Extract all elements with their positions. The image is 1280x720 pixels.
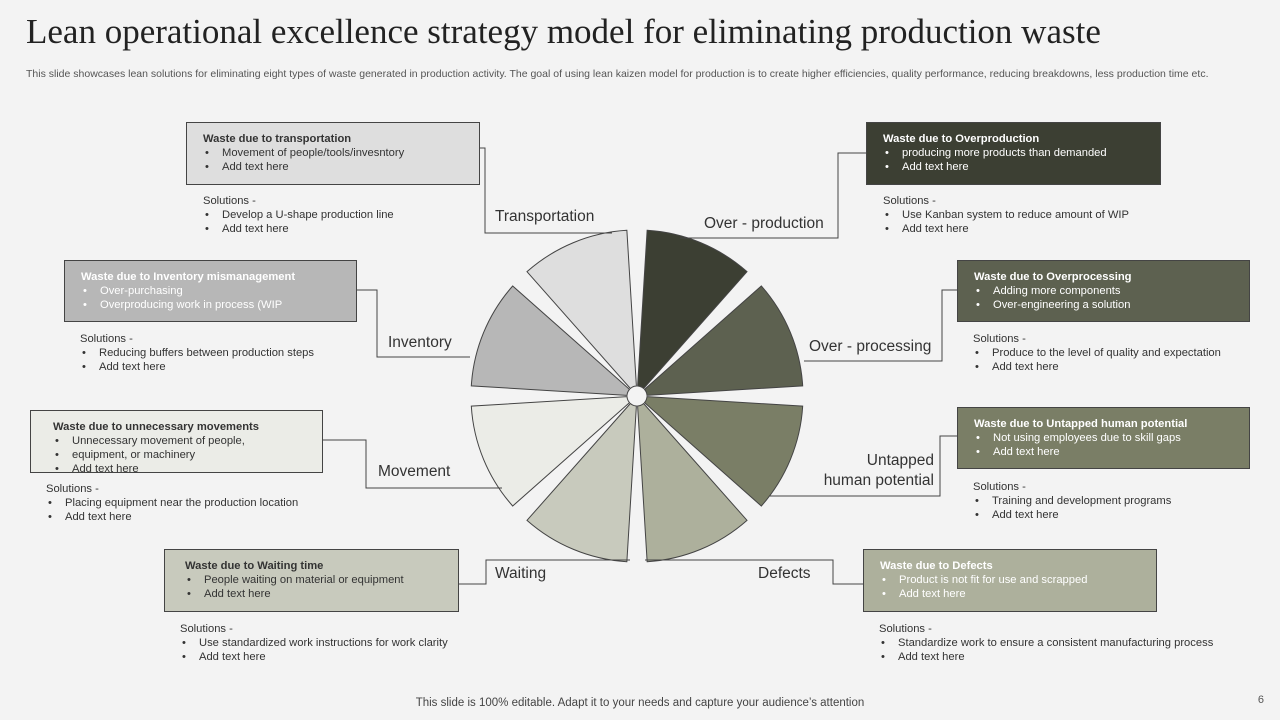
box-inventory: Waste due to Inventory mismanagement Ove… xyxy=(64,260,357,322)
box-item: Product is not fit for use and scrapped xyxy=(880,573,1146,587)
solutions-defects: Solutions - Standardize work to ensure a… xyxy=(879,622,1213,664)
box-untapped: Waste due to Untapped human potential No… xyxy=(957,407,1250,469)
box-item: Not using employees due to skill gaps xyxy=(974,431,1239,445)
solutions-heading: Solutions - xyxy=(203,195,256,207)
box-transportation: Waste due to transportation Movement of … xyxy=(186,122,480,185)
box-item-continued: equipment, or machinery xyxy=(53,448,312,462)
label-untapped: Untapped human potential xyxy=(814,451,934,491)
box-defects: Waste due to Defects Product is not fit … xyxy=(863,549,1157,612)
solutions-heading: Solutions - xyxy=(883,195,936,207)
connector-movement xyxy=(322,439,502,489)
solution-item: Add text here xyxy=(180,650,448,664)
solution-item: Add text here xyxy=(973,360,1221,374)
slide-title: Lean operational excellence strategy mod… xyxy=(26,12,1101,51)
solution-item: Add text here xyxy=(80,360,314,374)
box-item: Add text here xyxy=(53,462,312,476)
connector-transportation xyxy=(479,147,612,234)
solution-item: Add text here xyxy=(879,650,1213,664)
box-title: Waste due to Overprocessing xyxy=(974,271,1132,283)
page-number: 6 xyxy=(1257,694,1264,706)
slide-subtitle: This slide showcases lean solutions for … xyxy=(26,68,1209,80)
box-title: Waste due to Overproduction xyxy=(883,133,1040,145)
connector-inventory xyxy=(356,289,470,358)
box-waiting: Waste due to Waiting time People waiting… xyxy=(164,549,459,612)
solutions-movement: Solutions - Placing equipment near the p… xyxy=(46,482,298,524)
label-untapped-line2: human potential xyxy=(823,472,934,489)
box-item: Add text here xyxy=(883,160,1150,174)
solution-item: Add text here xyxy=(883,222,1129,236)
solutions-heading: Solutions - xyxy=(80,333,133,345)
solution-item: Add text here xyxy=(973,508,1171,522)
box-title: Waste due to Inventory mismanagement xyxy=(81,271,296,283)
solution-item: Add text here xyxy=(203,222,394,236)
box-item: Add text here xyxy=(880,587,1146,601)
box-item: People waiting on material or equipment xyxy=(185,573,448,587)
box-item: Overproducing work in process (WIP xyxy=(81,298,346,312)
label-overproduction: Over - production xyxy=(704,215,824,232)
label-untapped-line1: Untapped xyxy=(866,452,934,469)
connector-untapped xyxy=(770,435,957,497)
solutions-heading: Solutions - xyxy=(180,623,233,635)
box-title: Waste due to Waiting time xyxy=(185,560,324,572)
solutions-heading: Solutions - xyxy=(973,333,1026,345)
box-overprocessing: Waste due to Overprocessing Adding more … xyxy=(957,260,1250,322)
box-item: producing more products than demanded xyxy=(883,146,1150,160)
box-overproduction: Waste due to Overproduction producing mo… xyxy=(866,122,1161,185)
connector-overprocessing xyxy=(804,289,957,362)
label-inventory: Inventory xyxy=(388,334,452,351)
label-transportation: Transportation xyxy=(495,208,595,225)
solutions-heading: Solutions - xyxy=(973,481,1026,493)
solution-item: Placing equipment near the production lo… xyxy=(46,496,298,510)
solution-item: Standardize work to ensure a consistent … xyxy=(879,636,1213,650)
wedge-overprocessing xyxy=(643,285,804,396)
wedge-movement xyxy=(470,396,631,507)
box-title: Waste due to unnecessary movements xyxy=(53,421,260,433)
connector-waiting xyxy=(459,559,630,585)
solutions-overprocessing: Solutions - Produce to the level of qual… xyxy=(973,332,1221,374)
box-item: Unnecessary movement of people, xyxy=(53,434,312,448)
label-overprocessing: Over - processing xyxy=(809,338,932,355)
solutions-waiting: Solutions - Use standardized work instru… xyxy=(180,622,448,664)
solution-item: Add text here xyxy=(46,510,298,524)
box-title: Waste due to transportation xyxy=(203,133,352,145)
box-movement: Waste due to unnecessary movements Unnec… xyxy=(30,410,323,476)
solutions-heading: Solutions - xyxy=(879,623,932,635)
solution-item: Use standardized work instructions for w… xyxy=(180,636,448,650)
box-item: Add text here xyxy=(974,445,1239,459)
label-waiting: Waiting xyxy=(495,565,547,582)
label-movement: Movement xyxy=(378,463,451,480)
box-item: Over-purchasing xyxy=(81,284,346,298)
connector-defects xyxy=(645,559,863,585)
box-item: Over-engineering a solution xyxy=(974,298,1239,312)
wedge-transportation xyxy=(526,229,637,390)
solution-item: Reducing buffers between production step… xyxy=(80,346,314,360)
wedge-defects xyxy=(637,402,748,563)
box-item-text: equipment, or machinery xyxy=(72,449,196,461)
box-title: Waste due to Untapped human potential xyxy=(974,418,1188,430)
box-item: Adding more components xyxy=(974,284,1239,298)
solutions-transportation: Solutions - Develop a U-shape production… xyxy=(203,194,394,236)
box-item: Add text here xyxy=(185,587,448,601)
solutions-untapped: Solutions - Training and development pro… xyxy=(973,480,1171,522)
solutions-overproduction: Solutions - Use Kanban system to reduce … xyxy=(883,194,1129,236)
connector-overproduction xyxy=(680,152,866,239)
wheel-wedges xyxy=(470,229,804,563)
solution-item: Develop a U-shape production line xyxy=(203,208,394,222)
wedge-overproduction xyxy=(637,229,748,390)
solution-item: Produce to the level of quality and expe… xyxy=(973,346,1221,360)
slide-footer: This slide is 100% editable. Adapt it to… xyxy=(415,697,865,709)
solutions-inventory: Solutions - Reducing buffers between pro… xyxy=(80,332,314,374)
wedge-inventory xyxy=(470,285,631,396)
box-item: Movement of people/tools/invesntory xyxy=(203,146,469,160)
wedge-untapped xyxy=(643,396,804,507)
box-title: Waste due to Defects xyxy=(880,560,993,572)
solutions-heading: Solutions - xyxy=(46,483,99,495)
solution-item: Training and development programs xyxy=(973,494,1171,508)
connector-lines xyxy=(322,147,957,585)
solution-item: Use Kanban system to reduce amount of WI… xyxy=(883,208,1129,222)
box-item: Add text here xyxy=(203,160,469,174)
label-defects: Defects xyxy=(758,565,811,582)
